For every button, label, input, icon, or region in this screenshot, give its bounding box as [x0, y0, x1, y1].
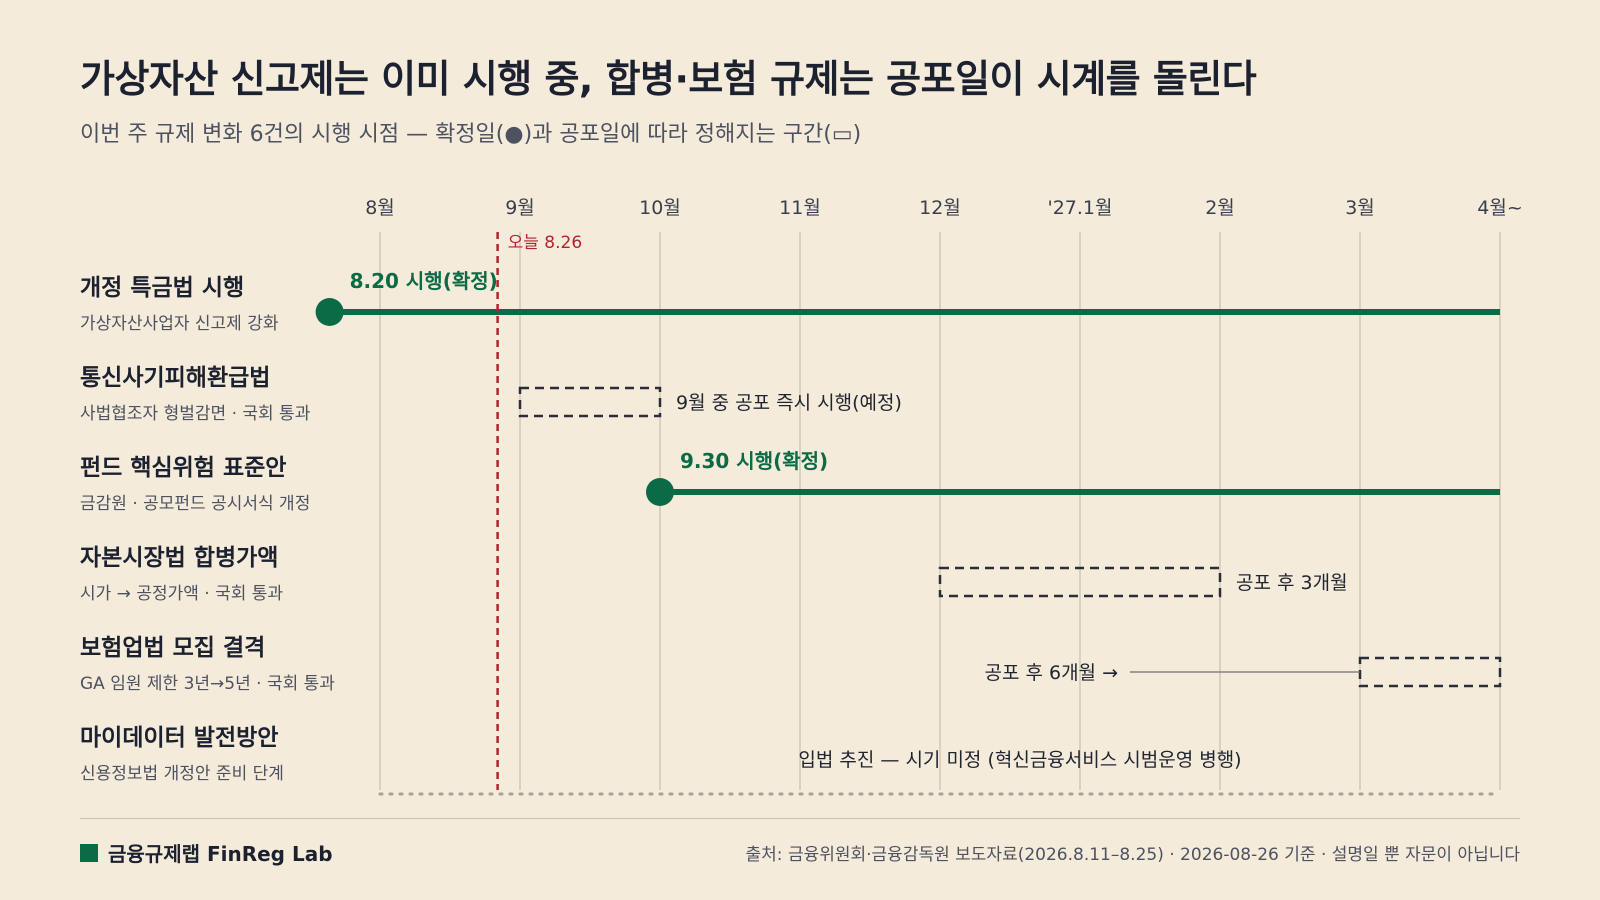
x-tick-label: 9월	[505, 197, 535, 219]
confirmed-label: 8.20 시행(확정)	[350, 269, 498, 293]
source-note: 출처: 금융위원회·금융감독원 보도자료(2026.8.11–8.25) · 2…	[745, 845, 1520, 865]
confirmed-date-dot	[315, 298, 344, 326]
x-tick-label: 8월	[365, 197, 395, 219]
row-title: 자본시장법 합병가액	[80, 545, 278, 571]
x-tick-label: 10월	[639, 197, 681, 219]
x-tick-label: 2월	[1205, 197, 1235, 219]
x-tick-label: 4월~	[1477, 197, 1523, 219]
row-subtitle: 시가 → 공정가액 · 국회 통과	[80, 584, 283, 604]
pending-range-box	[938, 566, 1222, 598]
confirmed-label: 9.30 시행(확정)	[680, 449, 828, 473]
range-label: 9월 중 공포 즉시 시행(예정)	[676, 392, 902, 414]
row-subtitle: 신용정보법 개정안 준비 단계	[80, 764, 284, 784]
pending-range-box	[1358, 656, 1502, 688]
brand-name: 금융규제랩 FinReg Lab	[108, 842, 333, 866]
brand: 금융규제랩 FinReg Lab	[80, 838, 333, 867]
range-label: 공포 후 6개월 →	[984, 662, 1118, 684]
row-subtitle: 금감원 · 공모펀드 공시서식 개정	[80, 494, 310, 514]
x-tick-label: 12월	[919, 197, 961, 219]
undetermined-label: 입법 추진 — 시기 미정 (혁신금융서비스 시범운영 병행)	[798, 749, 1241, 771]
x-tick-label: '27.1월	[1047, 197, 1112, 219]
row-title: 보험업법 모집 결격	[80, 635, 265, 661]
x-tick-label: 11월	[779, 197, 821, 219]
row-title: 통신사기피해환급법	[80, 365, 270, 391]
pending-range-box	[518, 386, 662, 418]
page-subtitle: 이번 주 규제 변화 6건의 시행 시점 — 확정일(●)과 공포일에 따라 정…	[80, 122, 862, 147]
footer-divider	[80, 818, 1520, 819]
x-tick-label: 3월	[1345, 197, 1375, 219]
row-title: 마이데이터 발전방안	[80, 725, 278, 751]
confirmed-date-dot	[646, 478, 674, 506]
row-subtitle: GA 임원 제한 3년→5년 · 국회 통과	[80, 674, 335, 694]
row-title: 펀드 핵심위험 표준안	[80, 455, 286, 481]
timeline-chart: 8월 9월 10월 11월 12월 '27.1월 2월 3월 4월~ 개정 특금법 시행가상자산사…	[80, 197, 1523, 796]
page-title: 가상자산 신고제는 이미 시행 중, 합병·보험 규제는 공포일이 시계를 돌린…	[80, 57, 1257, 101]
today-marker-label: 오늘 8.26	[508, 233, 583, 253]
row-subtitle: 사법협조자 형벌감면 · 국회 통과	[80, 404, 311, 424]
row-subtitle: 가상자산사업자 신고제 강화	[80, 314, 279, 334]
brand-logo-square	[80, 843, 98, 862]
range-label: 공포 후 3개월	[1236, 572, 1348, 594]
row-title: 개정 특금법 시행	[80, 275, 244, 301]
